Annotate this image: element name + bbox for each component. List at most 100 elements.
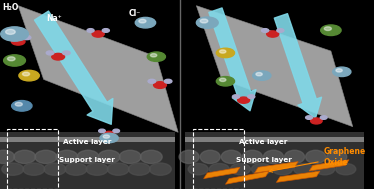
Ellipse shape [294,163,314,175]
Circle shape [6,36,13,40]
Circle shape [217,48,234,58]
Circle shape [113,129,120,133]
Ellipse shape [200,150,220,163]
Circle shape [52,53,65,60]
Circle shape [248,95,255,98]
FancyArrowPatch shape [274,14,322,118]
Polygon shape [196,6,353,127]
Ellipse shape [263,150,283,163]
Bar [193,129,243,189]
Circle shape [310,118,322,124]
Ellipse shape [315,163,335,175]
Ellipse shape [179,150,199,163]
Circle shape [333,67,351,77]
Circle shape [12,101,32,111]
Circle shape [4,55,25,66]
Text: Cl⁻: Cl⁻ [128,9,141,18]
Circle shape [233,95,239,98]
Circle shape [103,135,110,138]
Circle shape [11,38,25,45]
Circle shape [196,17,218,28]
Ellipse shape [150,163,171,175]
Circle shape [148,79,156,83]
Ellipse shape [188,163,208,175]
Circle shape [217,77,234,86]
Ellipse shape [0,150,15,163]
Ellipse shape [230,163,250,175]
Polygon shape [276,171,320,182]
Circle shape [306,116,312,119]
Polygon shape [203,167,240,179]
Polygon shape [226,171,269,184]
Bar [186,132,364,189]
Circle shape [19,70,39,81]
Ellipse shape [327,150,347,163]
Text: Graphene
Oxide: Graphene Oxide [269,147,366,172]
Circle shape [261,29,269,32]
Ellipse shape [14,150,36,163]
Circle shape [6,29,15,34]
Text: Support layer: Support layer [236,157,292,163]
Ellipse shape [107,163,129,175]
Text: Na⁺: Na⁺ [47,14,62,23]
Circle shape [256,73,262,76]
Circle shape [220,50,226,53]
Bar [186,138,364,142]
Circle shape [267,31,279,37]
FancyArrowPatch shape [209,8,256,111]
Polygon shape [309,160,349,171]
Circle shape [92,31,104,37]
Ellipse shape [140,150,162,163]
Text: Support layer: Support layer [59,157,115,163]
Text: Active layer: Active layer [63,139,111,145]
Ellipse shape [98,150,120,163]
Ellipse shape [209,163,229,175]
Circle shape [46,51,54,55]
Bar [0,138,175,142]
Circle shape [220,78,226,81]
Polygon shape [18,6,178,132]
Circle shape [139,19,146,23]
Text: Active layer: Active layer [239,139,288,145]
Circle shape [100,133,118,143]
FancyArrowPatch shape [34,11,113,124]
Ellipse shape [242,150,263,163]
Ellipse shape [128,163,150,175]
Text: H₂O: H₂O [3,3,19,12]
Circle shape [336,69,342,72]
Ellipse shape [306,150,326,163]
Ellipse shape [35,150,57,163]
Circle shape [164,79,172,83]
Circle shape [7,57,15,61]
Ellipse shape [65,163,87,175]
Ellipse shape [56,150,78,163]
Circle shape [87,29,94,32]
Bar [7,129,58,189]
Ellipse shape [273,163,292,175]
Circle shape [62,51,70,55]
Polygon shape [255,162,298,173]
Circle shape [154,82,166,88]
Ellipse shape [2,163,24,175]
Circle shape [237,97,249,103]
Ellipse shape [336,163,356,175]
Ellipse shape [86,163,108,175]
Circle shape [277,29,284,32]
Ellipse shape [23,163,45,175]
Circle shape [324,27,331,30]
Circle shape [147,52,165,61]
Ellipse shape [285,150,304,163]
Circle shape [23,36,31,40]
Circle shape [253,71,271,80]
Circle shape [22,72,30,76]
Circle shape [135,17,156,28]
Ellipse shape [77,150,99,163]
Ellipse shape [251,163,272,175]
Ellipse shape [221,150,241,163]
Circle shape [150,54,157,57]
Circle shape [321,25,341,36]
Circle shape [200,19,208,23]
Ellipse shape [119,150,141,163]
Circle shape [104,131,115,137]
Circle shape [102,29,109,32]
